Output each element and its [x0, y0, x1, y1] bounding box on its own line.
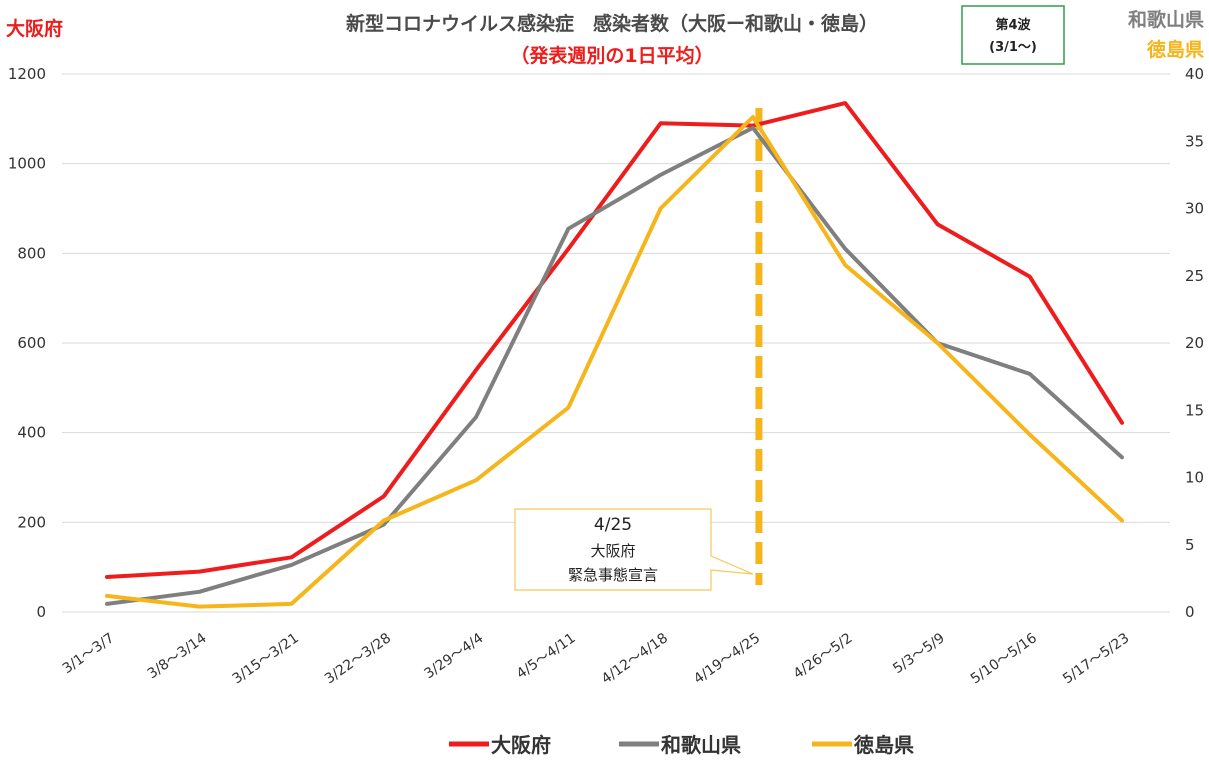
x-tick-label: 3/15～3/21 [230, 630, 302, 687]
wave-box-line1: 第4波 [995, 17, 1031, 33]
right-axis-label-tokushima: 徳島県 [1146, 38, 1204, 61]
right-axis-label-wakayama: 和歌山県 [1128, 8, 1204, 31]
chart-title: 新型コロナウイルス感染症 感染者数（大阪ー和歌山・徳島） [346, 12, 878, 35]
right-tick-label: 30 [1185, 200, 1204, 218]
series-group [105, 101, 1124, 609]
series-line [105, 101, 1124, 579]
callout-date: 4/25 [594, 515, 632, 535]
annotation-callout: 4/25 大阪府 緊急事態宣言 [514, 508, 754, 591]
callout-line3: 緊急事態宣言 [568, 566, 658, 584]
left-axis-ticks: 0 200 400 600 800 1000 1200 [8, 65, 46, 621]
x-tick-label: 5/3～5/9 [890, 630, 948, 677]
right-axis-ticks: 0 5 10 15 20 25 30 35 40 [1185, 65, 1204, 621]
left-tick-label: 600 [17, 334, 46, 352]
x-tick-label: 4/5～4/11 [514, 630, 579, 682]
right-tick-label: 20 [1185, 334, 1204, 352]
wave-box-line2: (3/1～) [989, 40, 1037, 55]
x-tick-label: 3/22～3/28 [322, 630, 394, 687]
right-tick-label: 5 [1185, 536, 1195, 554]
grid-lines [62, 73, 1170, 613]
left-tick-label: 1200 [8, 65, 46, 83]
left-tick-label: 400 [17, 424, 46, 442]
legend-label: 大阪府 [491, 733, 551, 757]
callout-line2: 大阪府 [590, 542, 635, 560]
x-tick-label: 4/26～5/2 [791, 630, 856, 682]
left-tick-label: 0 [36, 603, 46, 621]
right-tick-label: 25 [1185, 267, 1204, 285]
x-tick-label: 5/17～5/23 [1060, 630, 1132, 687]
x-tick-label: 3/1～3/7 [60, 630, 118, 677]
x-tick-label: 4/12～4/18 [599, 630, 671, 687]
left-tick-label: 200 [17, 513, 46, 531]
right-tick-label: 40 [1185, 65, 1204, 83]
series-line [105, 115, 1124, 609]
right-tick-label: 10 [1185, 469, 1204, 487]
x-tick-label: 5/10～5/16 [968, 630, 1040, 687]
legend-label: 徳島県 [853, 733, 914, 757]
chart-subtitle: （発表週別の1日平均） [510, 44, 713, 67]
callout-box [514, 508, 754, 591]
legend: 大阪府 和歌山県 徳島県 [449, 733, 914, 757]
wave-box [961, 5, 1065, 65]
left-tick-label: 800 [17, 244, 46, 262]
x-tick-label: 3/8～3/14 [145, 630, 210, 682]
left-axis-label: 大阪府 [6, 17, 63, 40]
x-tick-label: 3/29～4/4 [422, 630, 487, 682]
legend-label: 和歌山県 [661, 733, 741, 757]
x-tick-label: 4/19～4/25 [691, 630, 763, 687]
series-line [105, 125, 1124, 606]
left-tick-label: 1000 [8, 155, 46, 173]
x-axis-ticks: 3/1～3/7 3/8～3/14 3/15～3/21 3/22～3/28 3/29～4/… [60, 630, 1133, 687]
right-tick-label: 15 [1185, 401, 1204, 419]
right-tick-label: 0 [1185, 603, 1195, 621]
right-tick-label: 35 [1185, 132, 1204, 150]
